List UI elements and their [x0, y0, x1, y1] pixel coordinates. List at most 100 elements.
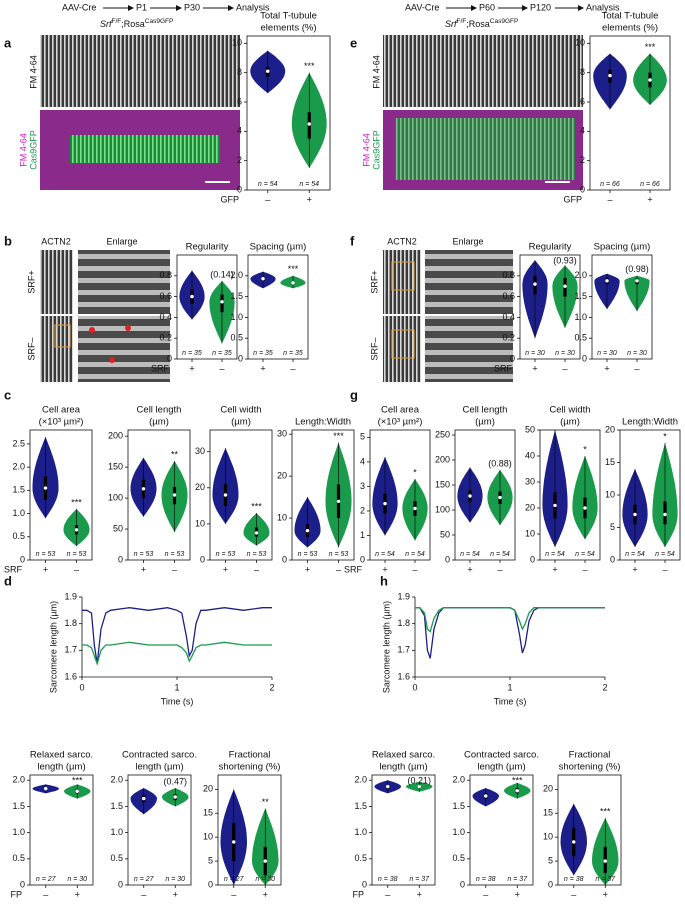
timeline-step: Analysis — [236, 2, 270, 12]
n-label: n = 53 — [36, 551, 56, 558]
median — [336, 499, 341, 503]
micrograph — [40, 35, 240, 107]
x-tick-label: + — [532, 363, 537, 373]
chart-title: Total T-tubule — [260, 11, 317, 22]
y-tick-label: 30 — [277, 429, 287, 439]
y-tick-label: 1.5 — [574, 291, 587, 301]
y-tick-label: 3 — [360, 481, 365, 491]
n-label: n = 53 — [298, 551, 318, 558]
y-tick-label: 10 — [525, 528, 535, 538]
median — [43, 486, 48, 490]
y-tick-label: 1.7 — [64, 645, 77, 655]
y-tick-label: 15 — [543, 808, 553, 818]
chart-title: shortening (%) — [559, 762, 621, 773]
chart-title: length (µm) — [477, 762, 525, 773]
x-tick-label: + — [173, 889, 178, 899]
y-tick-label: 1.0 — [354, 827, 367, 837]
y-tick-label: 100 — [435, 504, 450, 514]
stain-label: FM 4-64 — [361, 133, 371, 167]
x-tick-label: + — [223, 564, 228, 574]
y-axis-label: Sarcomere length (µm) — [48, 601, 58, 693]
median — [553, 503, 557, 508]
n-label: n = 38 — [564, 876, 584, 883]
row-label: SRF+ — [26, 270, 36, 293]
plot-frame — [371, 774, 436, 886]
stain-label: Cas9GFP — [371, 130, 381, 170]
chart-title: Relaxed sarco. — [30, 750, 93, 761]
y-tick-label: 10 — [195, 518, 205, 528]
x-tick-label: – — [497, 564, 502, 574]
plot-frame — [291, 429, 355, 561]
y-tick-label: 50 — [440, 529, 450, 539]
median — [498, 495, 502, 500]
y-tick-label: 0.5 — [574, 333, 587, 343]
marker — [89, 327, 95, 333]
x-tick-label: – — [172, 564, 177, 574]
median — [232, 840, 236, 844]
significance: *** — [251, 501, 262, 511]
n-label: n = 38 — [476, 876, 496, 883]
timeline: AAV-Cre P1 P30 Analysis — [62, 2, 270, 12]
y-tick-label: 10 — [575, 38, 585, 48]
y-tick-label: 0.5 — [12, 531, 25, 541]
micrograph — [425, 316, 513, 382]
y-tick-label: 0 — [360, 554, 365, 564]
timeline-step: P1 — [136, 2, 147, 12]
panel-label: g — [350, 387, 358, 402]
x-axis-label: Time (s) — [161, 696, 194, 706]
y-tick-label: 2 — [360, 505, 365, 515]
significance: *** — [304, 61, 315, 71]
y-tick-label: 4 — [580, 126, 585, 136]
chart-title: elements (%) — [602, 23, 658, 34]
y-tick-label: 2.0 — [354, 775, 367, 785]
y-tick-label: 0 — [237, 184, 242, 194]
timeline-step: P60 — [479, 2, 495, 12]
panel-label: b — [4, 233, 12, 248]
y-tick-label: 1.0 — [12, 827, 25, 837]
median — [608, 73, 612, 78]
n-label: n = 30 — [255, 876, 275, 883]
n-label: n = 30 — [555, 350, 575, 357]
y-tick-label: 0 — [580, 184, 585, 194]
x-tick-label: + — [632, 564, 637, 574]
significance: (0.47) — [163, 776, 187, 786]
n-label: n = 53 — [134, 551, 154, 558]
x-axis-label: FP — [352, 889, 364, 899]
chart-title: (µm) — [231, 417, 251, 428]
chart-title: Spacing (µm) — [250, 242, 307, 253]
y-tick-label: 0.5 — [110, 853, 123, 863]
image-header: Enlarge — [106, 236, 137, 246]
rosa-sup: Cas9GFP — [490, 18, 519, 25]
n-label: n = 53 — [165, 551, 185, 558]
y-tick-label: 50 — [113, 523, 123, 533]
n-label: n = 53 — [67, 551, 87, 558]
plot-frame — [454, 429, 516, 561]
x-axis-label: Time (s) — [494, 696, 527, 706]
y-tick-label: 0.8 — [502, 270, 515, 280]
y-tick-label: 0 — [510, 353, 515, 363]
y-tick-label: 15 — [203, 808, 213, 818]
y-tick-label: 1.6 — [397, 671, 410, 681]
y-tick-label: 10 — [203, 832, 213, 842]
x-tick-label: 1 — [174, 682, 179, 692]
x-tick-label: 0 — [412, 682, 417, 692]
plot-frame — [469, 774, 534, 886]
x-tick-label: – — [74, 564, 79, 574]
significance: *** — [600, 806, 611, 816]
n-label: n = 35 — [253, 350, 273, 357]
x-axis-label: GFP — [220, 194, 239, 204]
image-header: ACTN2 — [41, 236, 71, 246]
plot-frame — [29, 774, 94, 886]
x-axis-label: SRF — [151, 363, 170, 373]
x-tick-label: + — [467, 564, 472, 574]
significance: * — [663, 431, 667, 441]
y-tick-label: 250 — [435, 429, 450, 439]
n-label: n = 30 — [597, 350, 617, 357]
median — [141, 487, 146, 491]
panel-label: h — [380, 573, 388, 588]
median — [468, 494, 472, 498]
inset-box — [54, 324, 71, 348]
series-line — [415, 607, 605, 659]
y-tick-label: 10 — [232, 38, 242, 48]
y-tick-label: 0.5 — [452, 853, 465, 863]
